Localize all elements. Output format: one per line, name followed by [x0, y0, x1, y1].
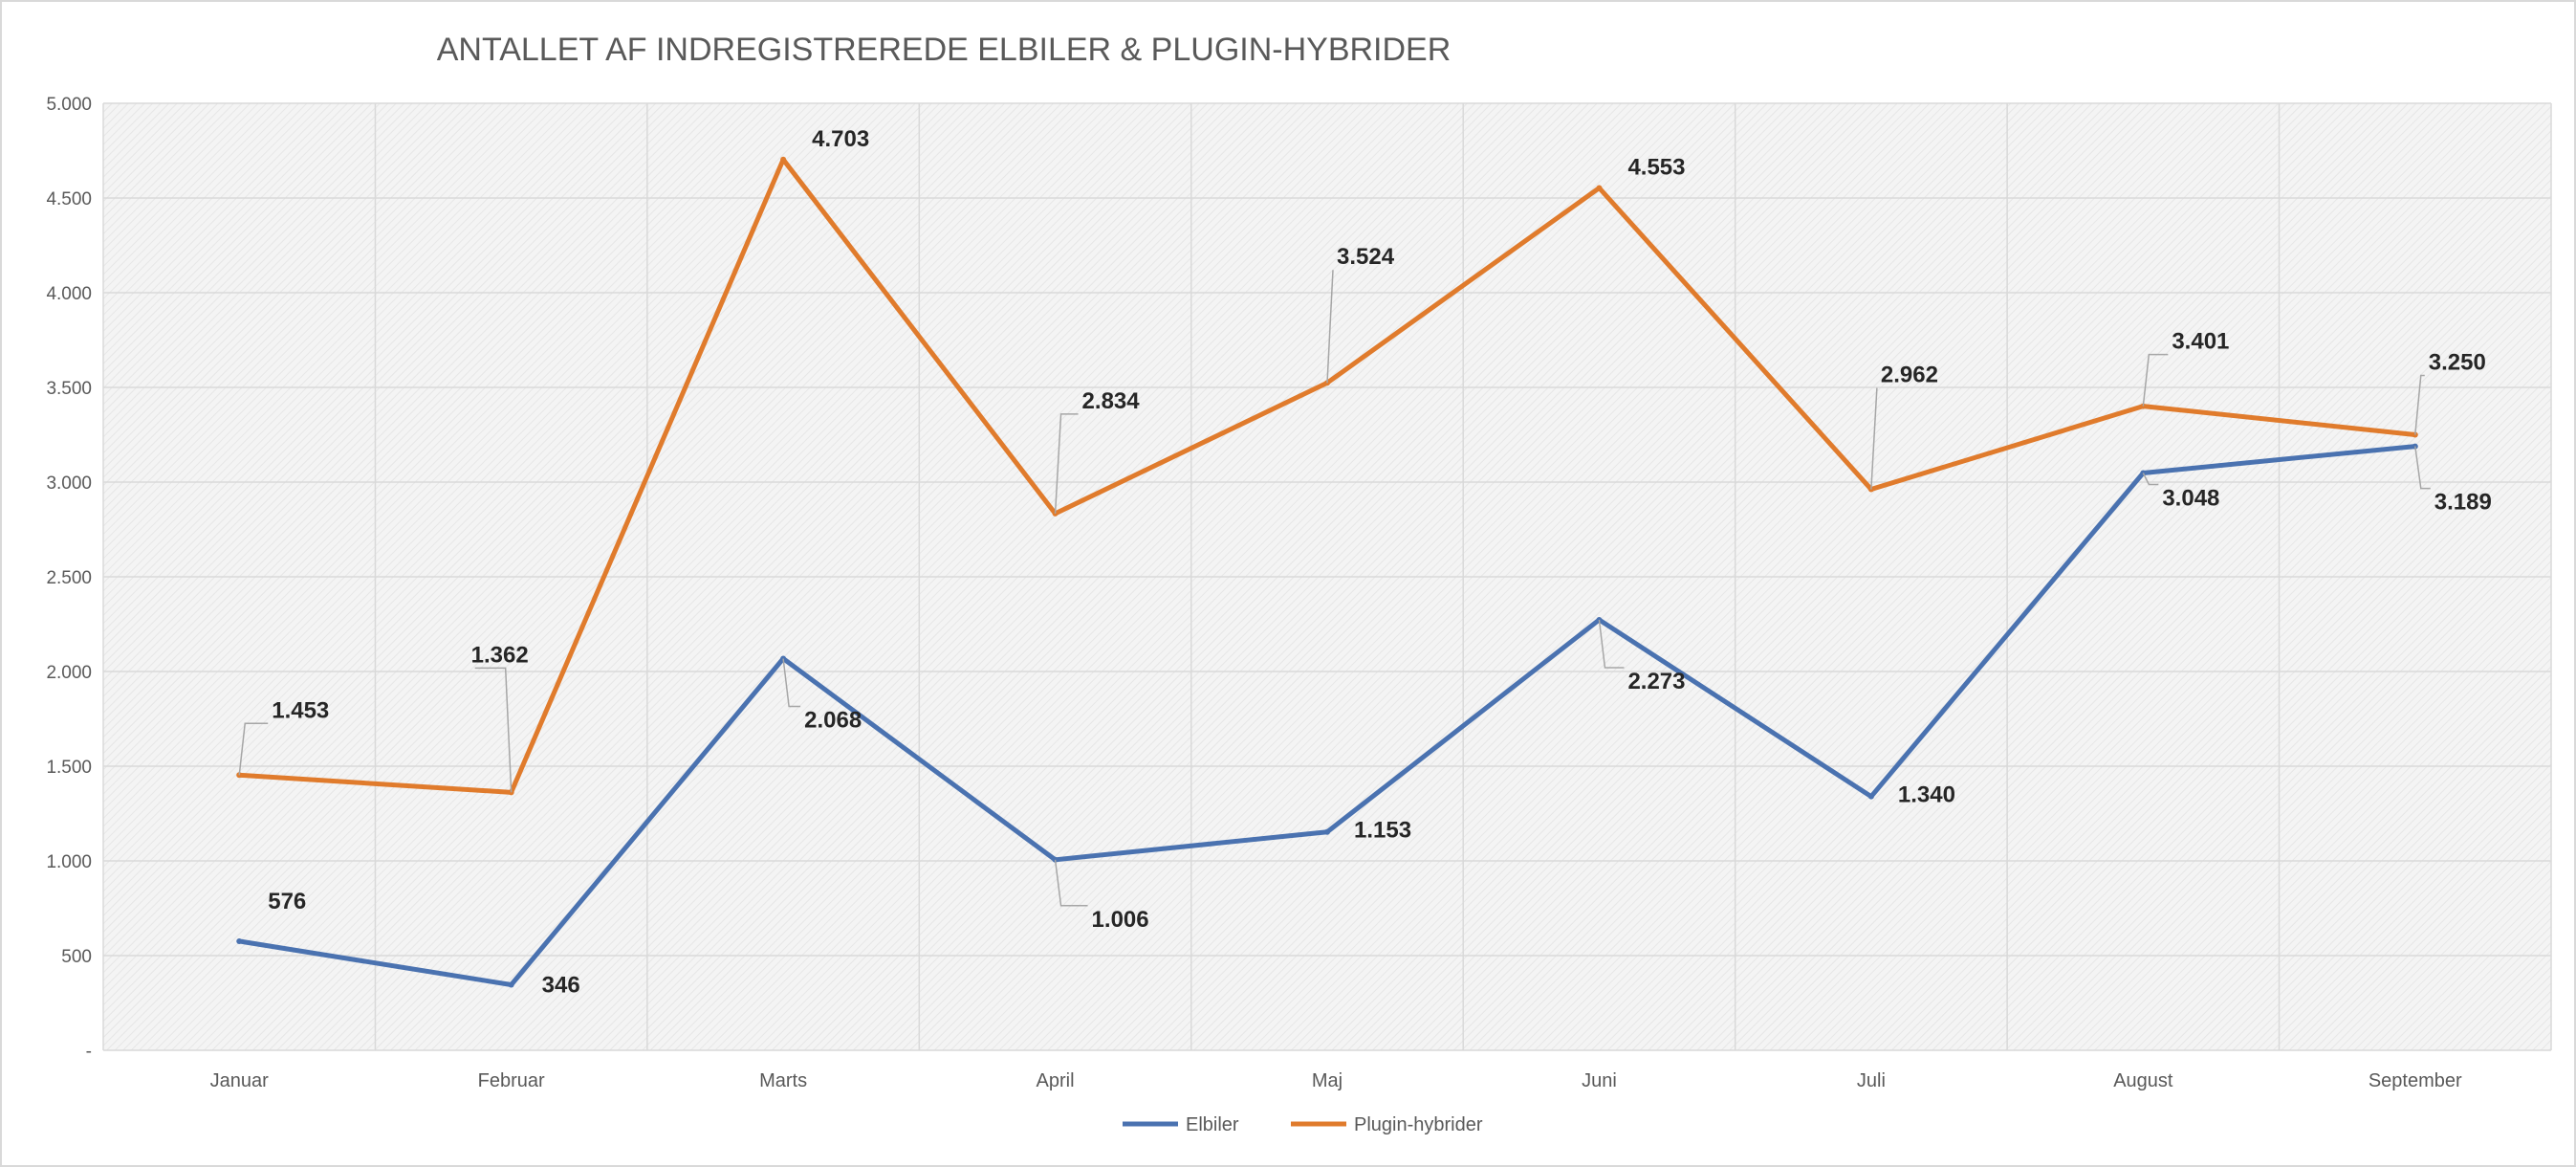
x-tick-label: Juni	[1582, 1070, 1617, 1091]
label-leader-line	[2142, 353, 2169, 407]
x-tick-label: September	[2369, 1070, 2462, 1091]
data-label: 4.553	[1627, 155, 1685, 181]
legend-label: Plugin-hybrider	[1354, 1114, 1483, 1135]
data-point	[1596, 185, 1603, 191]
y-tick-label: 1.000	[46, 852, 92, 872]
data-label: 1.153	[1354, 818, 1411, 844]
data-label: 2.834	[1082, 388, 1141, 414]
data-point	[508, 981, 514, 988]
x-tick-label: August	[2113, 1070, 2173, 1091]
chart-title: ANTALLET AF INDREGISTREREDE ELBILER & PL…	[437, 32, 1452, 68]
label-leader-line	[238, 722, 269, 776]
label-leader-line	[474, 667, 513, 793]
x-tick-label: Februar	[478, 1070, 545, 1091]
gridlines	[102, 102, 2552, 1051]
legend: Elbiler Plugin-hybrider	[1123, 1114, 1483, 1135]
y-tick-label: 2.500	[46, 568, 92, 588]
data-label: 1.362	[471, 642, 529, 668]
data-label: 346	[542, 972, 580, 998]
y-axis: - 500 1.000 1.500 2.000 2.500 3.000 3.500 4.000 4…	[46, 95, 92, 1062]
data-label: 3.189	[2434, 490, 2492, 516]
data-label: 3.250	[2429, 350, 2486, 376]
label-leader-line	[1326, 270, 1334, 384]
data-point	[1324, 828, 1330, 835]
data-point	[236, 937, 243, 944]
data-label: 1.006	[1092, 907, 1149, 933]
data-label: 2.273	[1627, 669, 1685, 694]
data-labels: 576 346 2.068 1.006 1.153 2.273 1.340 3.048 3.18…	[268, 126, 2492, 999]
y-tick-label: 4.000	[46, 284, 92, 304]
data-label: 1.453	[272, 697, 329, 723]
data-label: 4.703	[812, 126, 869, 152]
x-tick-label: Marts	[759, 1070, 807, 1091]
data-label: 1.340	[1898, 782, 1955, 808]
x-tick-label: Januar	[210, 1070, 269, 1091]
label-leader-line	[782, 658, 801, 708]
legend-label: Elbiler	[1186, 1114, 1239, 1135]
label-leader-line	[1598, 619, 1625, 669]
data-label: 3.524	[1337, 244, 1395, 270]
data-label: 2.068	[804, 708, 862, 734]
y-tick-label: -	[86, 1042, 92, 1062]
y-tick-label: 5.000	[46, 95, 92, 115]
data-label: 576	[268, 889, 306, 914]
y-tick-label: 3.000	[46, 473, 92, 494]
label-leader-line	[2414, 446, 2431, 490]
data-point	[1867, 793, 1874, 800]
y-tick-label: 500	[61, 947, 92, 967]
x-tick-label: Maj	[1312, 1070, 1343, 1091]
y-tick-label: 4.500	[46, 189, 92, 209]
label-leader-line	[2414, 374, 2425, 435]
y-tick-label: 1.500	[46, 758, 92, 778]
y-tick-label: 2.000	[46, 663, 92, 683]
label-leader-line	[1054, 859, 1088, 907]
x-axis: Januar Februar Marts April Maj Juni Juli August…	[210, 1070, 2462, 1091]
data-point	[780, 156, 787, 163]
data-label: 3.048	[2162, 485, 2219, 511]
data-label: 3.401	[2172, 329, 2229, 355]
x-tick-label: April	[1037, 1070, 1075, 1091]
label-leaders	[238, 270, 2431, 907]
y-tick-label: 3.500	[46, 379, 92, 399]
label-leader-line	[2142, 473, 2159, 486]
label-leader-line	[1054, 413, 1079, 514]
x-tick-label: Juli	[1857, 1070, 1886, 1091]
data-label: 2.962	[1881, 363, 1938, 388]
label-leader-line	[1870, 387, 1878, 490]
